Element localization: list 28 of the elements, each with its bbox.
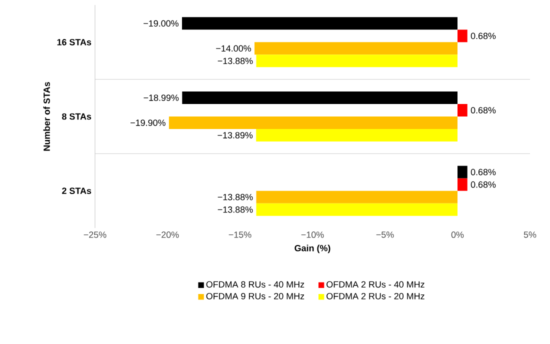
data-label: −18.99% [144,94,179,101]
data-label: 0.68% [470,107,496,114]
x-tick-label: −15% [228,232,252,238]
y-tick-label: 2 STAs [62,188,92,194]
legend-label: OFDMA 2 RUs - 20 MHz [326,292,424,300]
x-axis-title: Gain (%) [294,244,330,254]
data-label: −19.90% [130,120,166,126]
data-label: −13.89% [218,132,253,138]
x-tick-label: 5% [524,232,536,238]
data-label: 0.68% [470,168,496,176]
legend-label: OFDMA 8 RUs - 40 MHz [206,281,304,288]
legend-label: OFDMA 2 RUs - 40 MHz [326,281,424,288]
data-label: −14.00% [216,45,251,52]
data-label: −13.88% [218,206,253,213]
data-label: 0.68% [470,181,496,188]
data-label: 0.68% [470,32,496,40]
data-label: −19.00% [144,20,178,27]
y-tick-label: 8 STAs [62,113,92,120]
x-tick-label: 0% [451,232,464,238]
x-tick-label: −5% [376,232,394,238]
x-tick-label: −10% [301,232,324,238]
legend-label: OFDMA 9 RUs - 20 MHz [206,292,304,300]
data-label: −13.88% [218,194,253,200]
y-axis-title: Number of STAs [43,82,50,151]
x-tick-label: −25% [84,232,106,238]
data-label: −13.88% [218,58,253,64]
x-tick-label: −20% [156,232,179,238]
y-tick-label: 16 STAs [57,38,92,46]
